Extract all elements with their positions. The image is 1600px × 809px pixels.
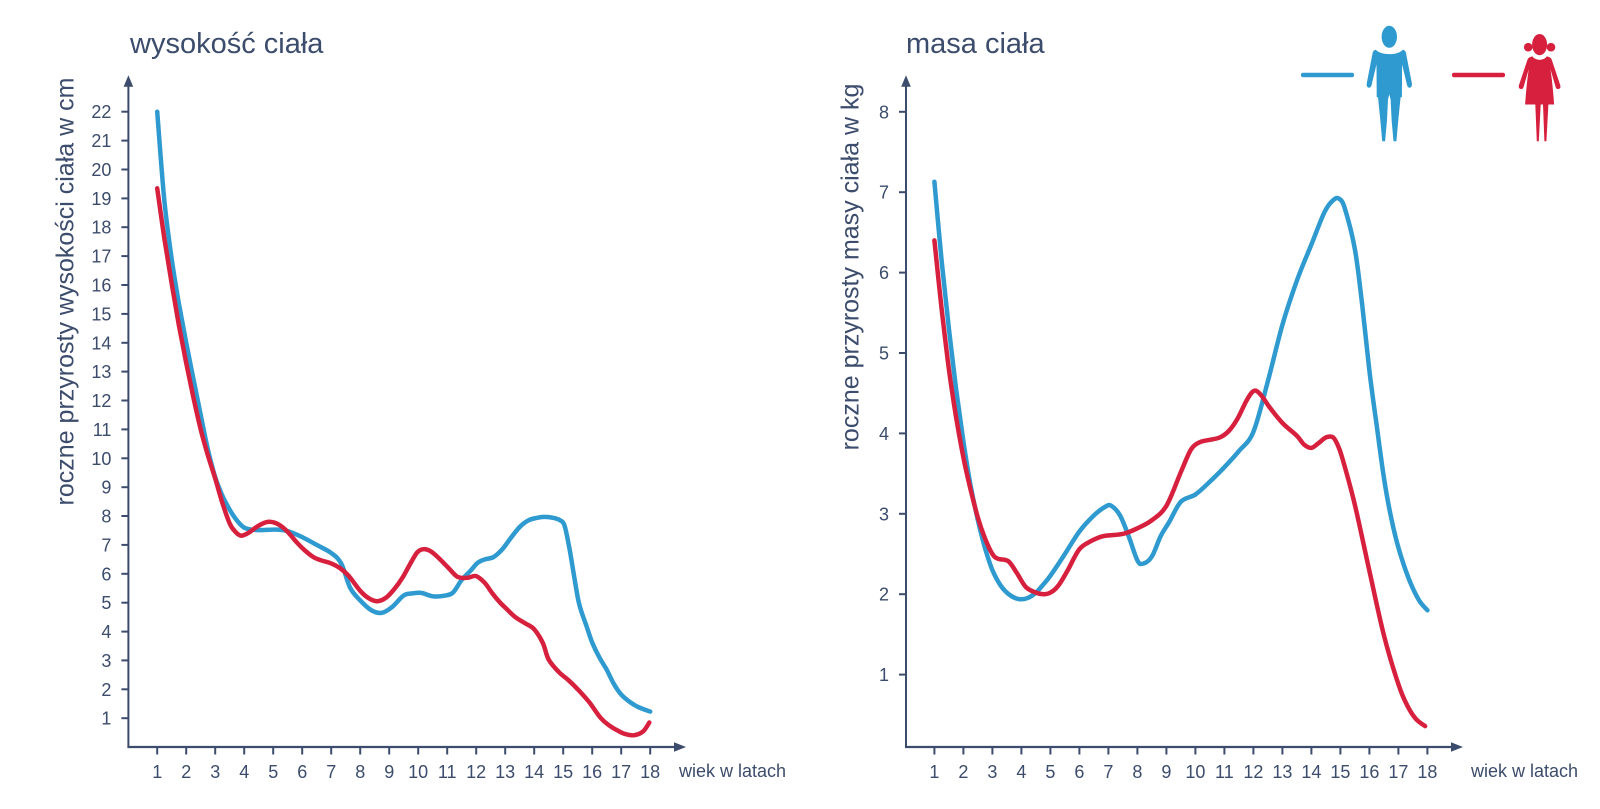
svg-text:15: 15 [1330,762,1350,782]
svg-text:1: 1 [929,762,939,782]
svg-text:14: 14 [91,333,111,353]
svg-text:3: 3 [987,762,997,782]
svg-text:wiek w latach: wiek w latach [1470,761,1578,781]
svg-text:3: 3 [879,504,889,524]
svg-text:masa ciała: masa ciała [906,28,1045,60]
svg-text:8: 8 [1132,762,1142,782]
svg-text:5: 5 [268,762,278,782]
svg-text:6: 6 [297,762,307,782]
svg-text:18: 18 [1417,762,1437,782]
svg-text:2: 2 [181,762,191,782]
svg-text:19: 19 [91,189,111,209]
svg-text:4: 4 [1016,762,1026,782]
svg-text:13: 13 [91,362,111,382]
svg-text:5: 5 [1045,762,1055,782]
svg-text:12: 12 [1243,762,1263,782]
svg-text:16: 16 [582,762,602,782]
svg-text:1: 1 [879,665,889,685]
svg-text:17: 17 [1388,762,1408,782]
svg-text:11: 11 [438,762,457,782]
svg-text:9: 9 [101,478,111,498]
svg-text:8: 8 [101,507,111,527]
svg-text:15: 15 [91,304,111,324]
svg-text:13: 13 [495,762,515,782]
svg-text:4: 4 [879,424,889,444]
svg-text:9: 9 [384,762,394,782]
svg-text:6: 6 [879,263,889,283]
svg-text:5: 5 [879,344,889,364]
svg-text:2: 2 [958,762,968,782]
svg-text:6: 6 [101,564,111,584]
svg-text:wiek w latach: wiek w latach [678,761,786,781]
svg-text:3: 3 [210,762,220,782]
svg-text:10: 10 [1185,762,1205,782]
svg-text:7: 7 [1103,762,1113,782]
svg-text:18: 18 [640,762,660,782]
svg-text:8: 8 [355,762,365,782]
svg-text:11: 11 [93,420,112,440]
svg-text:12: 12 [466,762,486,782]
svg-text:16: 16 [91,276,111,296]
svg-text:7: 7 [101,535,111,555]
svg-text:7: 7 [326,762,336,782]
svg-text:2: 2 [101,680,111,700]
svg-text:22: 22 [91,102,111,122]
svg-text:14: 14 [1301,762,1321,782]
svg-text:20: 20 [91,160,111,180]
svg-text:4: 4 [101,622,111,642]
svg-text:17: 17 [611,762,631,782]
svg-text:15: 15 [553,762,573,782]
svg-text:18: 18 [91,218,111,238]
svg-text:9: 9 [1161,762,1171,782]
svg-text:wysokość ciała: wysokość ciała [129,28,324,60]
svg-text:13: 13 [1272,762,1292,782]
svg-text:1: 1 [152,762,162,782]
svg-text:11: 11 [1215,762,1234,782]
svg-text:16: 16 [1359,762,1379,782]
svg-text:1: 1 [101,709,111,729]
svg-text:roczne przyrosty masy ciała w: roczne przyrosty masy ciała w kg [837,84,865,451]
svg-text:12: 12 [91,391,111,411]
svg-text:14: 14 [524,762,544,782]
svg-text:7: 7 [879,183,889,203]
svg-text:2: 2 [879,585,889,605]
svg-text:4: 4 [239,762,249,782]
svg-text:5: 5 [101,593,111,613]
svg-text:roczne przyrosty wysokości cia: roczne przyrosty wysokości ciała w cm [52,78,80,506]
svg-text:10: 10 [408,762,428,782]
svg-text:6: 6 [1074,762,1084,782]
svg-text:17: 17 [91,247,111,267]
svg-text:3: 3 [101,651,111,671]
svg-text:10: 10 [91,449,111,469]
svg-text:21: 21 [91,131,111,151]
svg-text:8: 8 [879,102,889,122]
